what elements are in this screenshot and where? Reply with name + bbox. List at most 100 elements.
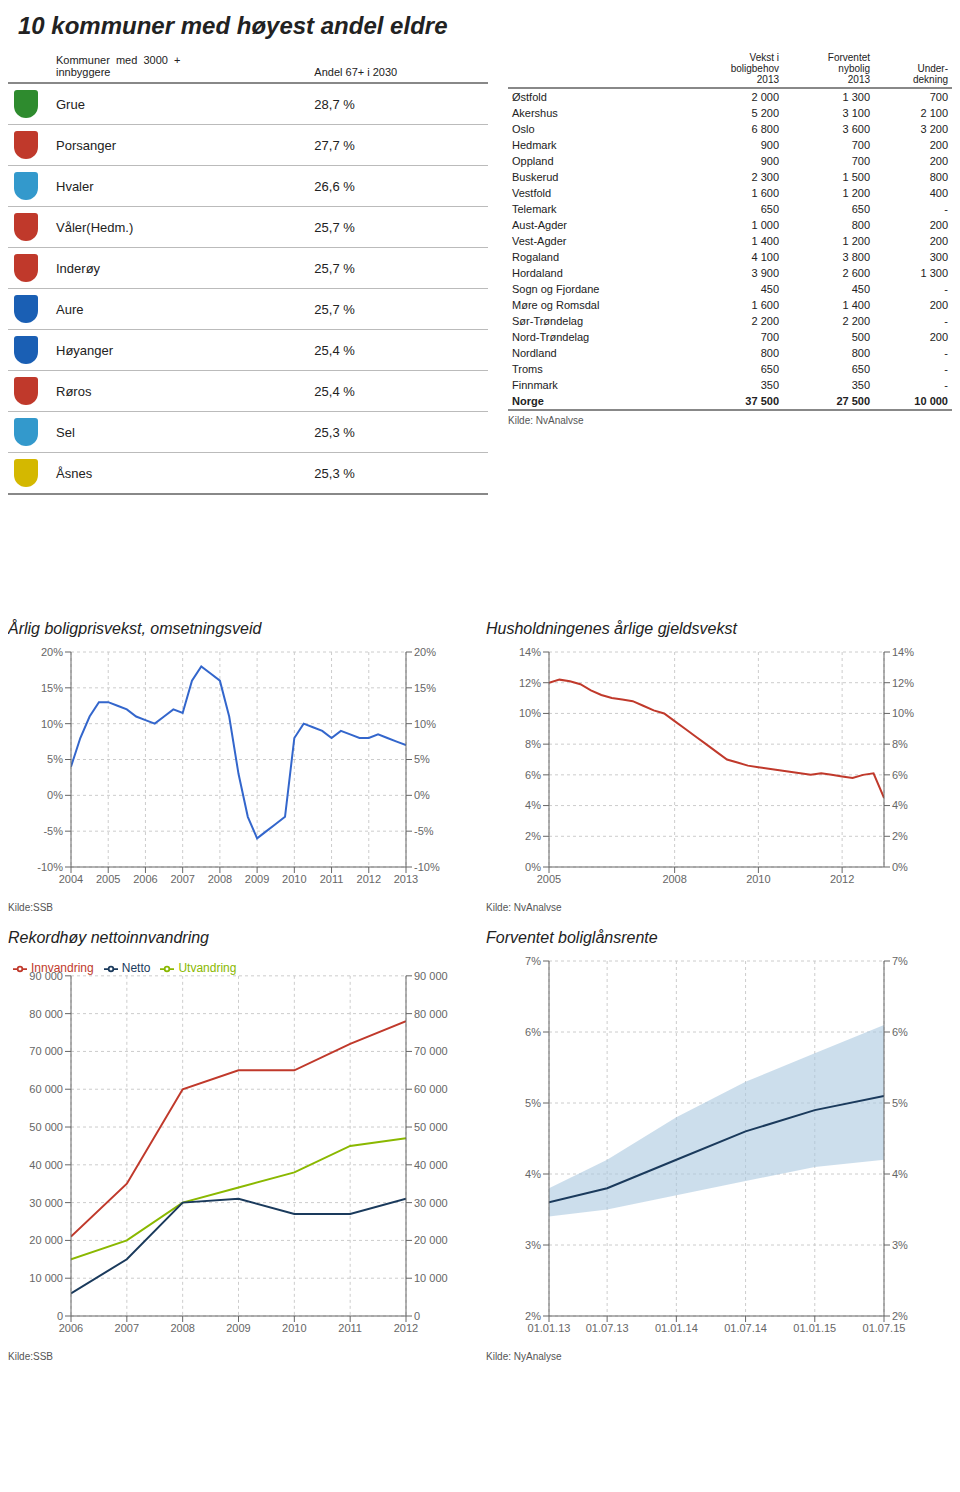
- svg-text:12%: 12%: [519, 677, 541, 689]
- svg-text:2006: 2006: [133, 873, 157, 885]
- svg-text:2009: 2009: [226, 1322, 250, 1334]
- svg-text:14%: 14%: [519, 646, 541, 658]
- svg-text:01.07.13: 01.07.13: [586, 1322, 629, 1334]
- svg-text:50 000: 50 000: [414, 1121, 448, 1133]
- html-text:Forventet nybolig 2013: Forventet nybolig 2013: [827, 52, 870, 85]
- svg-text:-10%: -10%: [414, 861, 440, 873]
- svg-text:3%: 3%: [525, 1239, 541, 1251]
- svg-text:8%: 8%: [892, 738, 908, 750]
- svg-text:01.01.13: 01.01.13: [528, 1322, 571, 1334]
- svg-text:4%: 4%: [892, 799, 908, 811]
- svg-text:-10%: -10%: [37, 861, 63, 873]
- html-text:Husholdningenes årlige gjeldsv: Husholdningenes årlige gjeldsvekst: [486, 620, 737, 637]
- html-text:Under- dekning: Under- dekning: [913, 63, 948, 85]
- svg-text:4%: 4%: [892, 1168, 908, 1180]
- svg-text:01.01.15: 01.01.15: [793, 1322, 836, 1334]
- svg-text:6%: 6%: [892, 769, 908, 781]
- svg-text:2%: 2%: [525, 830, 541, 842]
- svg-text:2008: 2008: [662, 873, 686, 885]
- svg-text:2012: 2012: [357, 873, 381, 885]
- svg-text:2010: 2010: [282, 1322, 306, 1334]
- svg-text:80 000: 80 000: [29, 1008, 63, 1020]
- svg-text:10 000: 10 000: [414, 1272, 448, 1284]
- svg-text:70 000: 70 000: [29, 1045, 63, 1057]
- svg-text:01.01.14: 01.01.14: [655, 1322, 698, 1334]
- svg-text:2004: 2004: [59, 873, 83, 885]
- svg-text:20 000: 20 000: [414, 1234, 448, 1246]
- svg-text:90 000: 90 000: [29, 970, 63, 982]
- svg-text:2010: 2010: [746, 873, 770, 885]
- svg-text:14%: 14%: [892, 646, 914, 658]
- svg-text:6%: 6%: [892, 1026, 908, 1038]
- svg-text:0%: 0%: [892, 861, 908, 873]
- svg-text:2010: 2010: [282, 873, 306, 885]
- svg-text:0%: 0%: [47, 789, 63, 801]
- svg-text:40 000: 40 000: [414, 1159, 448, 1171]
- svg-text:20%: 20%: [414, 646, 436, 658]
- svg-text:12%: 12%: [892, 677, 914, 689]
- svg-text:0: 0: [414, 1310, 420, 1322]
- html-text:Forventet boliglånsrente: Forventet boliglånsrente: [486, 929, 658, 946]
- svg-text:8%: 8%: [525, 738, 541, 750]
- svg-text:6%: 6%: [525, 1026, 541, 1038]
- svg-text:6%: 6%: [525, 769, 541, 781]
- svg-text:0: 0: [57, 1310, 63, 1322]
- svg-text:2013: 2013: [394, 873, 418, 885]
- svg-text:2%: 2%: [525, 1310, 541, 1322]
- html-text:Vekst i boligbehov 2013: Vekst i boligbehov 2013: [730, 52, 779, 85]
- svg-text:50 000: 50 000: [29, 1121, 63, 1133]
- svg-text:5%: 5%: [414, 753, 430, 765]
- svg-text:2%: 2%: [892, 1310, 908, 1322]
- svg-text:30 000: 30 000: [414, 1197, 448, 1209]
- svg-text:2007: 2007: [115, 1322, 139, 1334]
- svg-text:01.07.15: 01.07.15: [863, 1322, 906, 1334]
- svg-text:15%: 15%: [414, 682, 436, 694]
- svg-text:5%: 5%: [892, 1097, 908, 1109]
- svg-text:2005: 2005: [537, 873, 561, 885]
- svg-text:10%: 10%: [892, 707, 914, 719]
- svg-text:15%: 15%: [41, 682, 63, 694]
- svg-text:2012: 2012: [394, 1322, 418, 1334]
- svg-text:40 000: 40 000: [29, 1159, 63, 1171]
- svg-text:2007: 2007: [170, 873, 194, 885]
- svg-text:2008: 2008: [170, 1322, 194, 1334]
- html-text:28,7 %: 28,7 %: [314, 96, 355, 112]
- svg-text:60 000: 60 000: [414, 1083, 448, 1095]
- svg-text:0%: 0%: [525, 861, 541, 873]
- html-text:Kommuner med 3000 + innbyggere: Kommuner med 3000 + innbyggere: [56, 54, 181, 78]
- svg-text:5%: 5%: [525, 1097, 541, 1109]
- svg-text:3%: 3%: [892, 1239, 908, 1251]
- svg-text:10%: 10%: [41, 718, 63, 730]
- svg-text:10 000: 10 000: [29, 1272, 63, 1284]
- html-text:Rekordhøy nettoinnvandring: Rekordhøy nettoinnvandring: [8, 929, 209, 946]
- svg-text:2011: 2011: [338, 1322, 362, 1334]
- svg-text:01.07.14: 01.07.14: [724, 1322, 767, 1334]
- svg-text:80 000: 80 000: [414, 1008, 448, 1020]
- svg-text:2%: 2%: [892, 830, 908, 842]
- svg-text:5%: 5%: [47, 753, 63, 765]
- svg-text:-5%: -5%: [414, 825, 434, 837]
- svg-text:60 000: 60 000: [29, 1083, 63, 1095]
- html-text:Grue: Grue: [56, 96, 85, 112]
- svg-text:20 000: 20 000: [29, 1234, 63, 1246]
- svg-text:-5%: -5%: [43, 825, 63, 837]
- svg-text:20%: 20%: [41, 646, 63, 658]
- svg-text:7%: 7%: [525, 955, 541, 967]
- svg-text:2011: 2011: [320, 873, 344, 885]
- svg-text:10%: 10%: [414, 718, 436, 730]
- svg-text:2009: 2009: [245, 873, 269, 885]
- html-text:Årlig boligprisvekst, omsetnin: Årlig boligprisvekst, omsetningsveid: [8, 620, 262, 637]
- svg-text:2012: 2012: [830, 873, 854, 885]
- svg-text:90 000: 90 000: [414, 970, 448, 982]
- svg-text:0%: 0%: [414, 789, 430, 801]
- svg-text:10%: 10%: [519, 707, 541, 719]
- svg-text:7%: 7%: [892, 955, 908, 967]
- svg-text:30 000: 30 000: [29, 1197, 63, 1209]
- svg-text:2006: 2006: [59, 1322, 83, 1334]
- svg-text:4%: 4%: [525, 1168, 541, 1180]
- svg-text:2005: 2005: [96, 873, 120, 885]
- html-text:10 kommuner med høyest andel e: 10 kommuner med høyest andel eldre: [18, 12, 448, 39]
- svg-text:70 000: 70 000: [414, 1045, 448, 1057]
- svg-text:4%: 4%: [525, 799, 541, 811]
- svg-text:2008: 2008: [208, 873, 232, 885]
